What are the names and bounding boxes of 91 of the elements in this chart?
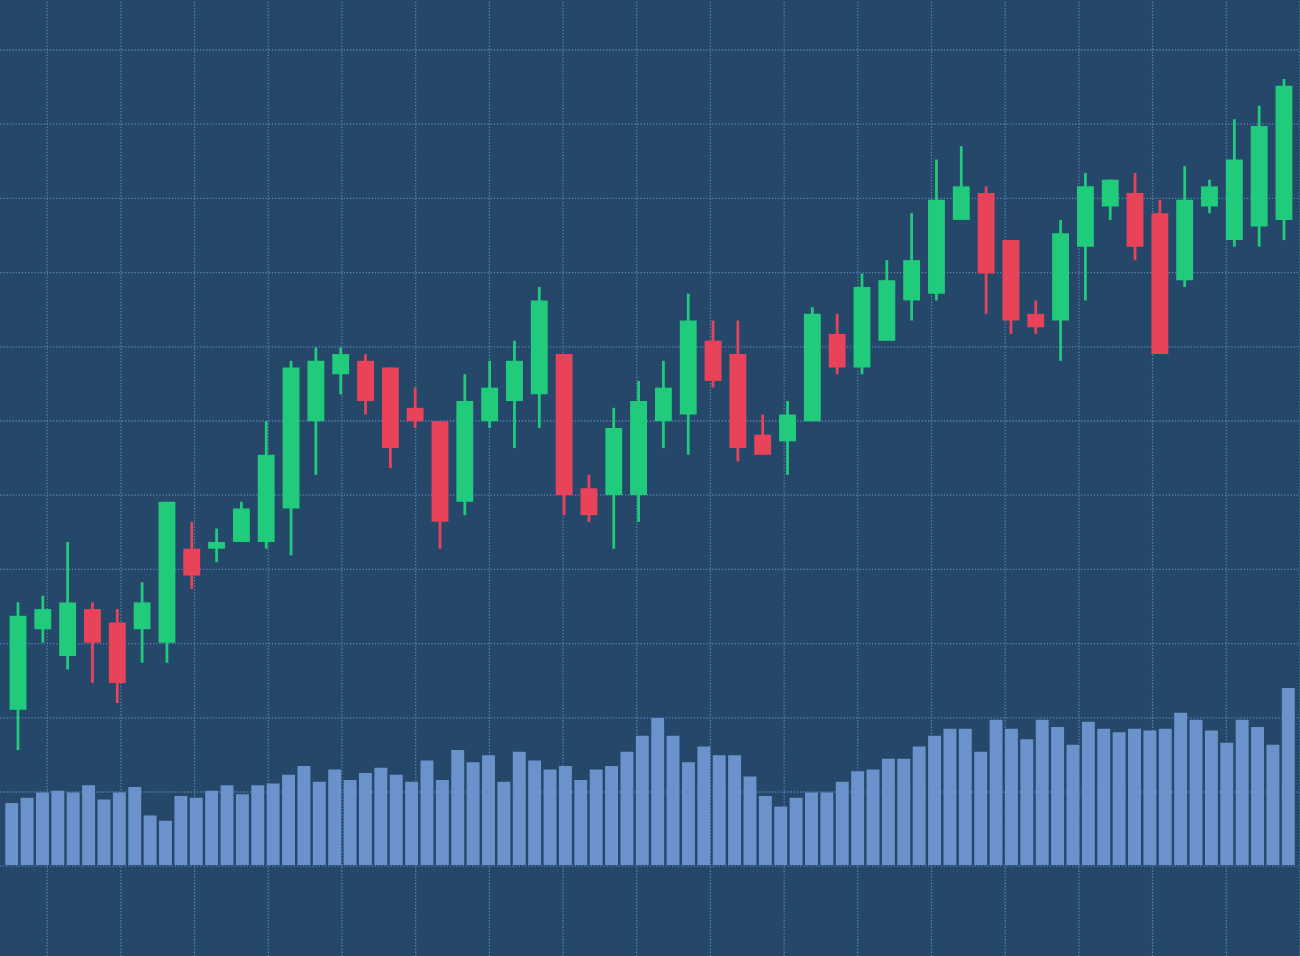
bar: [697, 746, 711, 865]
bar: [82, 785, 96, 865]
bar: [866, 769, 880, 865]
bar: [558, 765, 572, 865]
bar: [989, 719, 1003, 865]
bar: [1051, 726, 1065, 865]
bar: [666, 735, 680, 865]
bar: [805, 792, 818, 865]
bar: [174, 795, 188, 865]
bar: [20, 797, 34, 865]
bar: [1266, 744, 1280, 865]
bar: [1251, 726, 1265, 865]
bar: [159, 820, 172, 865]
bar: [620, 751, 634, 865]
bar: [712, 755, 726, 865]
bar: [51, 790, 65, 865]
bar: [205, 790, 219, 865]
bar: [235, 794, 249, 865]
bar: [112, 792, 126, 865]
bar: [297, 765, 311, 865]
candlestick: [34, 594, 52, 645]
bar: [512, 751, 526, 865]
bar: [789, 797, 803, 865]
candlestick: [208, 527, 226, 564]
bar: [35, 792, 49, 865]
bar: [1112, 732, 1126, 865]
bar: [943, 728, 957, 865]
bar: [343, 780, 357, 865]
bar: [1235, 719, 1249, 865]
bar: [820, 792, 834, 865]
bar: [1281, 688, 1295, 865]
bar: [1143, 730, 1157, 865]
bar: [405, 781, 419, 865]
bar: [605, 765, 619, 865]
bar: [543, 769, 557, 865]
bar: [266, 783, 280, 865]
bar: [1004, 728, 1018, 865]
bar: [728, 755, 742, 865]
bar: [128, 787, 142, 865]
bar: [528, 760, 542, 865]
bar: [651, 718, 665, 865]
bar: [928, 735, 942, 865]
bar: [1035, 719, 1049, 865]
bar: [66, 792, 80, 865]
bar: [589, 769, 603, 865]
bar: [743, 776, 757, 865]
bar: [1220, 742, 1234, 865]
bar: [466, 762, 480, 865]
bar: [758, 795, 772, 865]
bar: [374, 767, 388, 865]
bar: [312, 781, 326, 865]
candlestick: [406, 386, 424, 430]
bar: [912, 746, 926, 865]
bar: [1189, 719, 1203, 865]
bar: [1066, 744, 1080, 865]
bar: [451, 749, 465, 865]
bar: [1020, 739, 1034, 865]
bar: [358, 772, 372, 865]
candlestick: [754, 413, 772, 457]
bar: [435, 780, 449, 865]
bar: [835, 781, 849, 865]
bar: [497, 781, 511, 865]
bar: [635, 735, 649, 865]
bar: [974, 751, 988, 865]
bar: [1097, 728, 1111, 865]
bar: [1081, 721, 1095, 865]
bar: [897, 758, 911, 865]
bar: [1128, 728, 1141, 865]
bar: [220, 785, 234, 865]
candlestick: [332, 346, 350, 396]
bar: [389, 774, 403, 865]
bar: [851, 771, 865, 865]
bar: [5, 803, 19, 865]
bar: [774, 806, 788, 865]
bar: [1158, 728, 1172, 865]
bar: [881, 758, 895, 865]
bar: [420, 760, 434, 865]
bar: [681, 762, 695, 865]
bar: [97, 799, 111, 865]
candlestick: [1201, 178, 1218, 215]
bar: [143, 815, 157, 865]
bar: [282, 774, 296, 865]
bar: [958, 728, 972, 865]
bar: [328, 769, 342, 865]
bar: [1204, 730, 1218, 865]
bar: [1174, 712, 1188, 865]
candlestick: [1027, 299, 1045, 336]
bar: [482, 755, 495, 865]
bar: [189, 797, 203, 865]
bar: [251, 785, 265, 865]
bar: [574, 780, 588, 865]
